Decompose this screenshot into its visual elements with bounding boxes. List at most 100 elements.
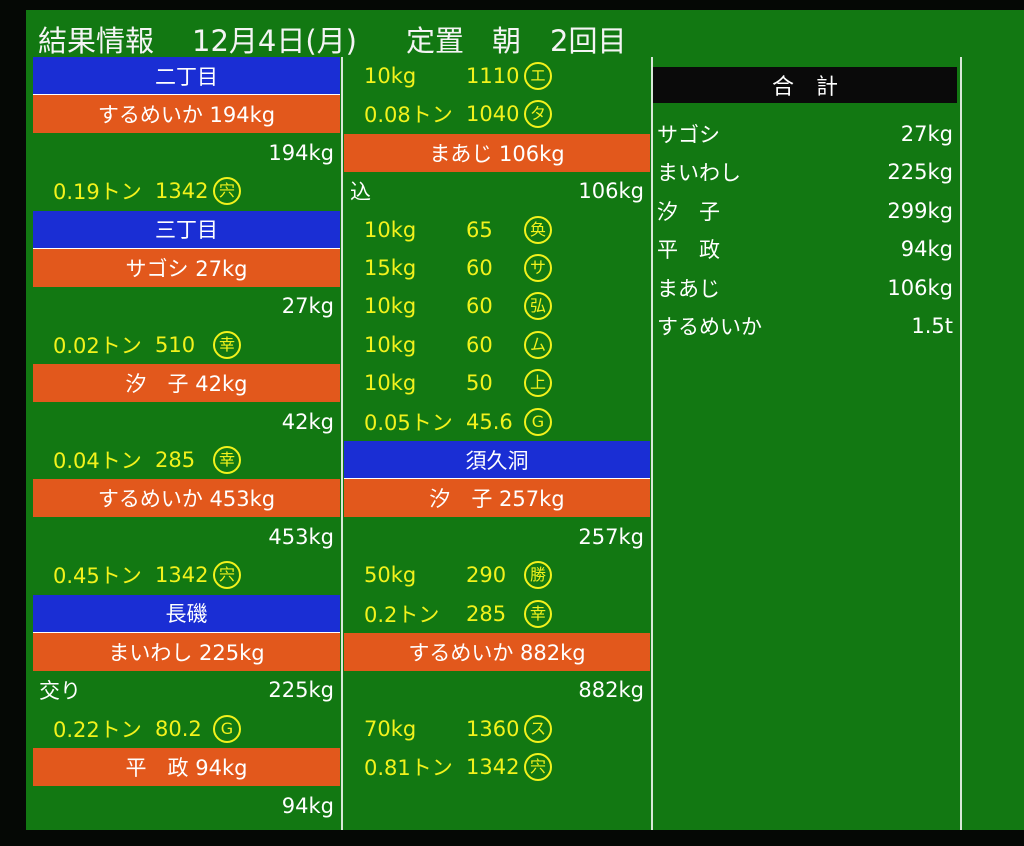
summary-row: まあじ 106kg (657, 269, 953, 307)
quantity: 0.81トン (364, 756, 453, 781)
buyer-mark: 宍 (524, 753, 552, 782)
catch-item: するめいか 194kg (33, 95, 340, 134)
detail-row: 15kg 60 サ (344, 249, 650, 287)
fish-name: 平 政 (657, 238, 720, 263)
buyer-mark: 幸 (213, 330, 241, 359)
fish-name: まいわし (657, 161, 741, 186)
detail-row: 0.19トン 1342 宍 (33, 172, 340, 210)
detail-row: 0.05トン 45.6 G (344, 403, 650, 441)
buyer-mark: 奂 (524, 215, 552, 244)
detail-row: 50kg 290 勝 (344, 556, 650, 594)
price: 285 (466, 601, 507, 626)
fish-name: 汐 子 (657, 199, 720, 224)
quantity: 10kg (364, 371, 417, 396)
total: 94kg (281, 793, 334, 818)
detail-row: 0.02トン 510 幸 (33, 326, 340, 364)
price: 1342 (466, 755, 520, 780)
total-row: 257kg (344, 518, 650, 556)
price: 510 (155, 332, 196, 357)
quantity: 0.05トン (364, 410, 453, 435)
price: 50 (466, 371, 493, 396)
buyer-mark: 弘 (524, 292, 552, 321)
method: 定置 (406, 24, 465, 58)
detail-row: 70kg 1360 ス (344, 710, 650, 748)
summary-row: まいわし 225kg (657, 153, 953, 191)
divider (651, 57, 653, 830)
quantity: 15kg (364, 256, 417, 280)
total: 194kg (268, 140, 334, 165)
price: 65 (466, 217, 493, 242)
catch-item: 汐 子 42kg (33, 364, 340, 403)
quantity: 50kg (364, 563, 417, 588)
detail-row: 10kg 1110 エ (344, 57, 650, 95)
detail-row: 0.45トン 1342 宍 (33, 556, 340, 594)
detail-row: 0.2トン 285 幸 (344, 595, 650, 633)
total: 257kg (578, 524, 644, 549)
buyer-mark: ム (524, 330, 552, 359)
total-row: 194kg (33, 134, 340, 172)
area-header: 須久洞 (344, 441, 650, 479)
detail-row: 0.81トン 1342 宍 (344, 748, 650, 786)
total: 106kg (578, 179, 644, 204)
buyer-mark: 幸 (213, 446, 241, 474)
fish-name: するめいか (657, 315, 762, 339)
title: 結果情報 (38, 24, 155, 58)
buyer-mark: G (213, 714, 241, 743)
total-row: 込 106kg (344, 172, 650, 210)
total-row: 94kg (33, 787, 340, 825)
summary-title: 合 計 (653, 67, 957, 103)
time: 朝 (492, 24, 522, 58)
quantity: 10kg (364, 64, 417, 88)
quantity: 0.02トン (53, 333, 142, 358)
catch-item: するめいか 882kg (344, 633, 650, 671)
buyer-mark: タ (524, 100, 552, 129)
summary-row: するめいか 1.5t (657, 307, 953, 345)
detail-row: 10kg 65 奂 (344, 211, 650, 249)
quantity: 0.19トン (53, 180, 142, 205)
detail-row: 10kg 60 弘 (344, 287, 650, 325)
total-amount: 27kg (900, 122, 953, 146)
note: 交り (39, 679, 81, 704)
buyer-mark: 勝 (524, 561, 552, 590)
total-row: 453kg (33, 518, 340, 556)
catch-item: サゴシ 27kg (33, 249, 340, 287)
detail-row: 0.22トン 80.2 G (33, 710, 340, 748)
quantity: 0.04トン (53, 449, 142, 473)
total-amount: 94kg (900, 237, 953, 262)
quantity: 70kg (364, 716, 417, 741)
total-row: 42kg (33, 403, 340, 441)
price: 285 (155, 448, 196, 472)
catch-item: まいわし 225kg (33, 633, 340, 671)
total: 453kg (268, 524, 334, 549)
price: 1360 (466, 716, 520, 741)
fish-name: まあじ (657, 276, 720, 301)
total-amount: 225kg (887, 160, 953, 185)
detail-row: 10kg 50 上 (344, 364, 650, 402)
quantity: 0.2トン (364, 602, 440, 627)
area-header: 三丁目 (33, 210, 340, 249)
catch-item: 平 政 94kg (33, 748, 340, 787)
price: 60 (466, 294, 493, 319)
price: 60 (466, 256, 493, 280)
total-row: 882kg (344, 671, 650, 709)
column: 10kg 1110 エ 0.08トン 1040 タまあじ 106kg 込 106kg 10kg 6… (344, 57, 650, 830)
quantity: 10kg (364, 294, 417, 319)
summary-row: サゴシ 27kg (657, 115, 953, 153)
divider (960, 57, 962, 830)
summary-row: 平 政 94kg (657, 230, 953, 268)
total: 27kg (281, 294, 334, 319)
price: 80.2 (155, 716, 202, 741)
catch-item: 汐 子 257kg (344, 479, 650, 518)
quantity: 10kg (364, 332, 417, 357)
area-header: 長磯 (33, 594, 340, 633)
quantity: 0.45トン (53, 564, 142, 589)
catch-item: まあじ 106kg (344, 133, 650, 172)
area-header: 二丁目 (33, 57, 340, 95)
buyer-mark: 宍 (213, 561, 241, 590)
detail-row: 10kg 60 ム (344, 326, 650, 364)
total: 42kg (281, 409, 334, 434)
detail-row: 0.04トン 285 幸 (33, 441, 340, 479)
catch-item: するめいか 453kg (33, 479, 340, 518)
buyer-mark: 宍 (213, 177, 241, 206)
